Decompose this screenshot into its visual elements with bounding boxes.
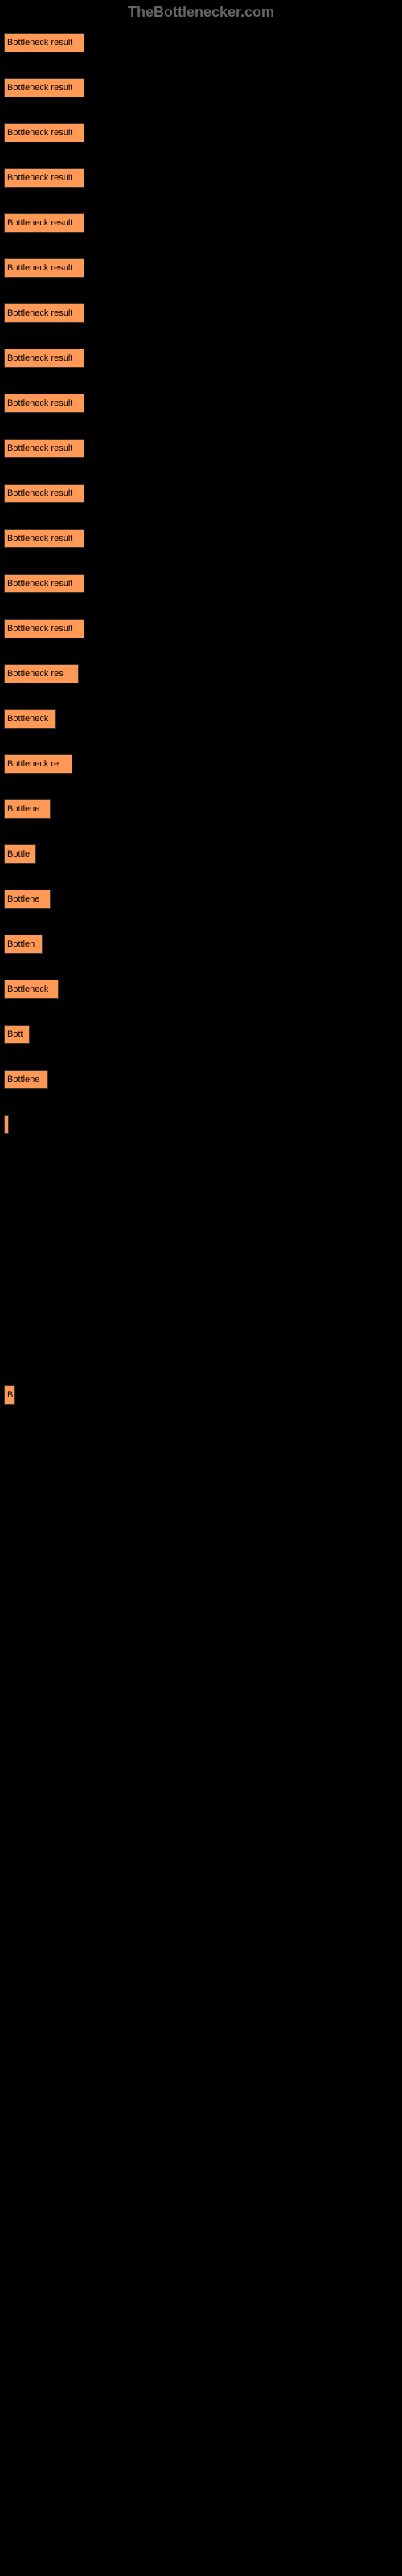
bar-row: Bottleneck result: [4, 78, 398, 97]
bar: Bottleneck result: [4, 33, 84, 52]
bar: Bottleneck: [4, 709, 56, 729]
bar: Bottleneck result: [4, 574, 84, 593]
bar-row: Bottleneck re: [4, 754, 398, 774]
bar-row: Bottleneck result: [4, 303, 398, 323]
bar: Bottlene: [4, 890, 51, 909]
bar-row: [4, 1205, 398, 1224]
bar-row: Bottleneck: [4, 980, 398, 999]
bar-row: Bottleneck result: [4, 484, 398, 503]
bar-chart: Bottleneck result Bottleneck result Bottle…: [0, 25, 402, 1439]
bar: Bottleneck result: [4, 168, 84, 188]
bar: Bottleneck result: [4, 619, 84, 638]
bar-row: [4, 1340, 398, 1360]
bar: Bottleneck result: [4, 394, 84, 413]
bar-row: Bottle: [4, 844, 398, 864]
bar: Bottleneck res: [4, 664, 79, 683]
bar: Bottleneck result: [4, 213, 84, 233]
bar-row: Bottleneck result: [4, 349, 398, 368]
bar-row: Bottleneck res: [4, 664, 398, 683]
bar-row: Bottlen: [4, 935, 398, 954]
bar: Bottle: [4, 844, 36, 864]
bar: Bottlene: [4, 1070, 48, 1089]
bar-row: Bottleneck result: [4, 394, 398, 413]
bar-row: Bottleneck result: [4, 123, 398, 142]
bar: Bottleneck result: [4, 303, 84, 323]
bar: Bottleneck result: [4, 258, 84, 278]
bar: Bottleneck result: [4, 529, 84, 548]
bar-row: Bottleneck: [4, 709, 398, 729]
bar-row: Bottlene: [4, 799, 398, 819]
bar-row: Bottleneck result: [4, 574, 398, 593]
bar-row: Bottleneck result: [4, 213, 398, 233]
bar: Bottleneck: [4, 980, 59, 999]
bar-row: [4, 1160, 398, 1179]
bar-row: Bott: [4, 1025, 398, 1044]
bar: Bottleneck result: [4, 484, 84, 503]
bar: Bottlen: [4, 935, 43, 954]
bar-row: B: [4, 1385, 398, 1405]
bar-row: [4, 1115, 398, 1134]
bar: Bottlene: [4, 799, 51, 819]
bar: Bottleneck result: [4, 123, 84, 142]
bar-row: Bottlene: [4, 890, 398, 909]
bar-row: Bottleneck result: [4, 529, 398, 548]
bar: [4, 1115, 9, 1134]
bar-row: Bottleneck result: [4, 258, 398, 278]
bar-row: [4, 1250, 398, 1269]
bar-row: [4, 1295, 398, 1315]
bar-row: Bottleneck result: [4, 619, 398, 638]
bar: Bottleneck result: [4, 349, 84, 368]
bar-row: Bottleneck result: [4, 33, 398, 52]
site-title: TheBottlenecker.com: [0, 0, 402, 25]
bar: Bott: [4, 1025, 30, 1044]
bar: Bottleneck result: [4, 439, 84, 458]
bar-row: Bottleneck result: [4, 439, 398, 458]
bar: Bottleneck result: [4, 78, 84, 97]
bar-row: Bottlene: [4, 1070, 398, 1089]
bar: B: [4, 1385, 15, 1405]
bar-row: Bottleneck result: [4, 168, 398, 188]
bar: Bottleneck re: [4, 754, 72, 774]
